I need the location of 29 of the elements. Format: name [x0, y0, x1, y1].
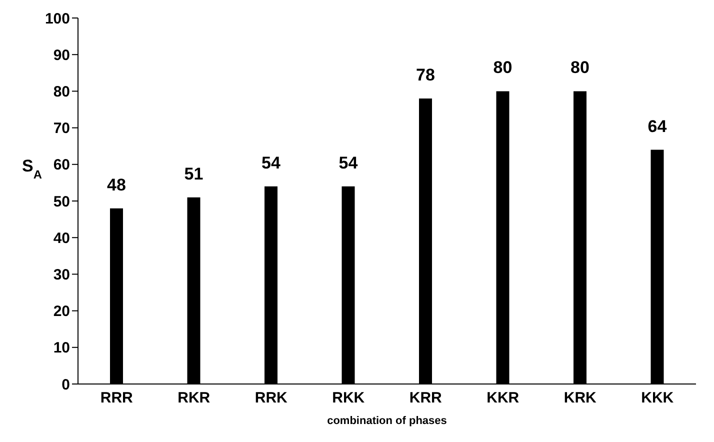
y-tick-label: 40: [53, 230, 70, 247]
y-tick-label: 100: [44, 10, 70, 28]
y-tick-label: 90: [53, 46, 70, 64]
data-label: 80: [570, 58, 590, 78]
x-tick-label: KRK: [564, 390, 597, 407]
x-tick-label: KKK: [641, 390, 674, 407]
y-tick-label: 70: [53, 120, 70, 138]
data-label: 78: [416, 66, 435, 85]
x-tick-label: KRR: [409, 390, 442, 407]
data-label: 64: [648, 116, 668, 136]
x-axis-title: combination of phases: [327, 415, 447, 427]
x-tick-label: KKR: [486, 390, 520, 407]
x-tick-label: RKK: [332, 390, 365, 407]
data-label: 48: [107, 175, 126, 194]
data-label: 54: [338, 153, 358, 172]
x-tick-label: RRK: [254, 390, 288, 407]
y-tick-label: 80: [53, 84, 70, 101]
data-label: 51: [184, 164, 204, 184]
x-tick-label: RRR: [100, 390, 134, 407]
y-tick-label: 10: [53, 340, 70, 357]
y-tick-label: 0: [62, 376, 70, 394]
data-label: 80: [493, 58, 512, 78]
y-tick-label: 50: [53, 193, 70, 210]
y-tick-label: 30: [53, 266, 70, 284]
y-tick-label: 20: [53, 303, 70, 320]
y-axis-title: S$_{A}$: [22, 156, 42, 182]
y-tick-label: 60: [53, 156, 70, 174]
x-tick-label: RKR: [178, 390, 210, 407]
data-label: 54: [262, 153, 281, 172]
